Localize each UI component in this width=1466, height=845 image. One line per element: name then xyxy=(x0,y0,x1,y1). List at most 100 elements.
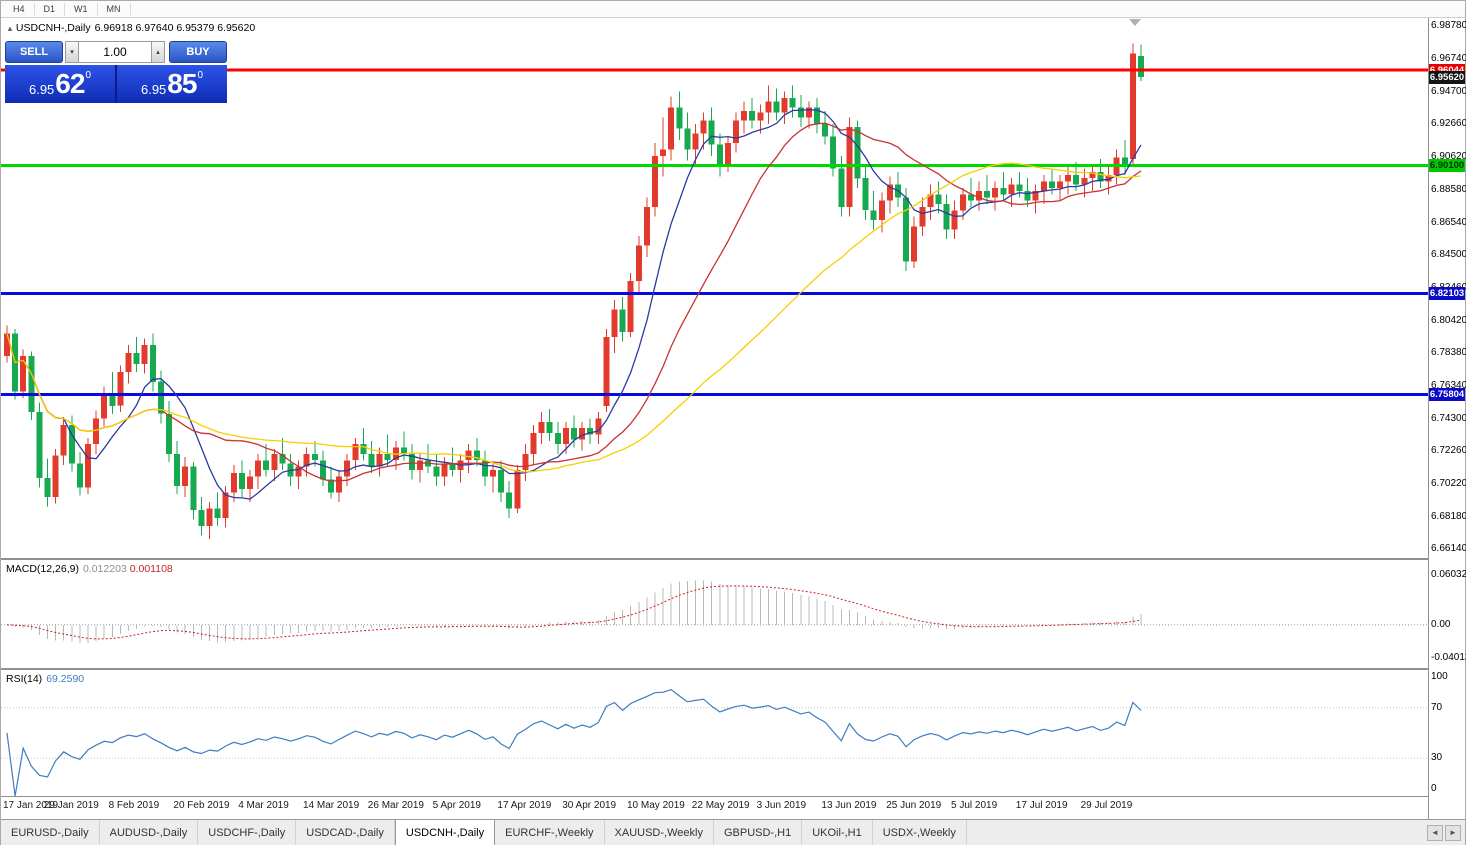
chart-tab-usdx[interactable]: USDX-,Weekly xyxy=(873,820,967,845)
ask-price-display[interactable]: 6.95 85 0 xyxy=(117,65,227,103)
price-tick: 6.68180 xyxy=(1431,510,1466,522)
date-label: 13 Jun 2019 xyxy=(821,800,877,811)
ask-point: 0 xyxy=(197,70,204,81)
price-tick: 6.94700 xyxy=(1431,85,1466,97)
rsi-label: RSI(14) 69.2590 xyxy=(6,673,84,685)
horizontal-lines-layer xyxy=(1,68,1428,396)
buy-button[interactable]: BUY xyxy=(169,41,227,63)
rsi-tick: 30 xyxy=(1431,752,1443,764)
timeframe-d1[interactable]: D1 xyxy=(35,2,66,16)
chart-tab-usdcad[interactable]: USDCAD-,Daily xyxy=(296,820,395,845)
timeframe-w1[interactable]: W1 xyxy=(65,2,98,16)
chart-shift-marker xyxy=(1129,19,1141,26)
price-tick: 6.98780 xyxy=(1431,20,1466,32)
price-level-badge: 6.82103 xyxy=(1429,287,1465,301)
panel-separator-3 xyxy=(1,796,1465,797)
chart-ohlc-header: ▲ USDCNH-,Daily 6.96918 6.97640 6.95379 6.… xyxy=(6,22,255,34)
macd-tick: -0.040135 xyxy=(1431,652,1466,664)
date-label: 5 Apr 2019 xyxy=(432,800,481,811)
macd-histogram xyxy=(14,580,1142,644)
price-tick: 6.76340 xyxy=(1431,379,1466,391)
date-label: 20 Feb 2019 xyxy=(173,800,230,811)
date-label: 26 Mar 2019 xyxy=(367,800,424,811)
date-label: 17 Jul 2019 xyxy=(1015,800,1068,811)
rsi-line xyxy=(6,689,1142,796)
price-tick: 6.84500 xyxy=(1431,249,1466,261)
symbol-period-label: USDCNH-,Daily xyxy=(15,22,91,34)
rsi-name: RSI(14) xyxy=(6,673,43,685)
date-label: 17 Jan 2019 xyxy=(3,800,59,811)
volume-up-button[interactable]: ▴ xyxy=(151,41,165,63)
date-label: 30 Apr 2019 xyxy=(562,800,617,811)
chart-tabs: EURUSD-,Daily AUDUSD-,Daily USDCHF-,Daily U… xyxy=(1,820,967,845)
panel-separator-1[interactable] xyxy=(1,558,1465,560)
tabs-scroll-arrows: ◄ ► xyxy=(1427,820,1461,845)
moving-averages-layer xyxy=(6,109,1142,500)
date-label: 10 May 2019 xyxy=(627,800,685,811)
price-tick: 6.66140 xyxy=(1431,543,1466,555)
rsi-tick: 100 xyxy=(1431,671,1448,682)
ask-prefix: 6.95 xyxy=(140,82,167,97)
bid-ask-row: 6.95 62 0 6.95 85 0 xyxy=(5,65,227,103)
macd-main-value: 0.012203 xyxy=(82,563,127,575)
rsi-tick: 0 xyxy=(1431,783,1437,794)
bid-pips: 62 xyxy=(55,68,85,99)
volume-control: ▾ ▴ xyxy=(65,41,167,63)
axis-divider xyxy=(1428,18,1429,819)
sell-button[interactable]: SELL xyxy=(5,41,63,63)
price-tick: 6.88580 xyxy=(1431,183,1466,195)
macd-label: MACD(12,26,9) 0.012203 0.001108 xyxy=(6,563,173,575)
chart-window: 17 Jan 2019 29 Jan 2019 8 Feb 2019 20 Feb 2… xyxy=(1,18,1466,819)
tabs-scroll-right-button[interactable]: ► xyxy=(1445,824,1461,841)
price-tick: 6.90620 xyxy=(1431,151,1466,163)
date-label: 8 Feb 2019 xyxy=(108,800,160,811)
macd-name: MACD(12,26,9) xyxy=(6,563,79,575)
ohlc-values: 6.96918 6.97640 6.95379 6.95620 xyxy=(94,22,256,34)
date-label: 25 Jun 2019 xyxy=(886,800,942,811)
bid-point: 0 xyxy=(85,70,92,81)
date-label: 29 Jul 2019 xyxy=(1080,800,1133,811)
panel-separator-2[interactable] xyxy=(1,668,1465,670)
timeframe-h4[interactable]: H4 xyxy=(4,2,35,16)
rsi-tick: 70 xyxy=(1431,701,1443,713)
date-label: 5 Jul 2019 xyxy=(951,800,998,811)
ask-pips: 85 xyxy=(167,68,197,99)
chart-tab-xauusd[interactable]: XAUUSD-,Weekly xyxy=(605,820,714,845)
candles-layer xyxy=(4,43,1144,539)
chart-tab-ukoil[interactable]: UKOil-,H1 xyxy=(802,820,873,845)
timeframe-toolbar: H4 D1 W1 MN xyxy=(1,1,1465,18)
tabs-scroll-left-button[interactable]: ◄ xyxy=(1427,824,1443,841)
date-label: 22 May 2019 xyxy=(691,800,750,811)
collapse-icon[interactable]: ▲ xyxy=(6,24,14,33)
price-tick: 6.74300 xyxy=(1431,412,1466,424)
macd-tick: 0.060329 xyxy=(1431,568,1466,580)
chart-tabs-bar: EURUSD-,Daily AUDUSD-,Daily USDCHF-,Daily U… xyxy=(1,819,1465,845)
price-level-badge: 6.75804 xyxy=(1429,388,1465,401)
date-label: 3 Jun 2019 xyxy=(756,800,807,811)
chart-tab-eurchf[interactable]: EURCHF-,Weekly xyxy=(495,820,605,845)
chart-tab-audusd[interactable]: AUDUSD-,Daily xyxy=(100,820,199,845)
price-tick: 6.70220 xyxy=(1431,478,1466,489)
chart-tab-gbpusd[interactable]: GBPUSD-,H1 xyxy=(714,820,803,845)
date-label: 4 Mar 2019 xyxy=(238,800,289,811)
macd-signal-value: 0.001108 xyxy=(129,563,173,575)
volume-input[interactable] xyxy=(79,41,151,63)
rsi-panel-canvas[interactable] xyxy=(1,670,1428,796)
price-chart-canvas[interactable] xyxy=(1,18,1428,558)
price-tick: 6.92660 xyxy=(1431,118,1466,130)
chart-tab-usdchf[interactable]: USDCHF-,Daily xyxy=(198,820,297,845)
volume-down-button[interactable]: ▾ xyxy=(65,41,79,63)
price-tick: 6.80420 xyxy=(1431,314,1466,326)
macd-panel-canvas[interactable] xyxy=(1,560,1428,668)
chart-tab-usdcnh[interactable]: USDCNH-,Daily xyxy=(394,820,496,845)
date-label: 17 Apr 2019 xyxy=(497,800,552,811)
trade-buttons-row: SELL ▾ ▴ BUY xyxy=(5,41,227,63)
time-axis: 17 Jan 2019 29 Jan 2019 8 Feb 2019 20 Feb 2… xyxy=(1,797,1428,819)
timeframe-mn[interactable]: MN xyxy=(98,2,131,16)
bid-price-display[interactable]: 6.95 62 0 xyxy=(5,65,115,103)
bid-prefix: 6.95 xyxy=(28,82,55,97)
chart-tab-eurusd[interactable]: EURUSD-,Daily xyxy=(1,820,100,845)
price-tick: 6.86540 xyxy=(1431,216,1466,228)
date-label: 14 Mar 2019 xyxy=(303,800,360,811)
